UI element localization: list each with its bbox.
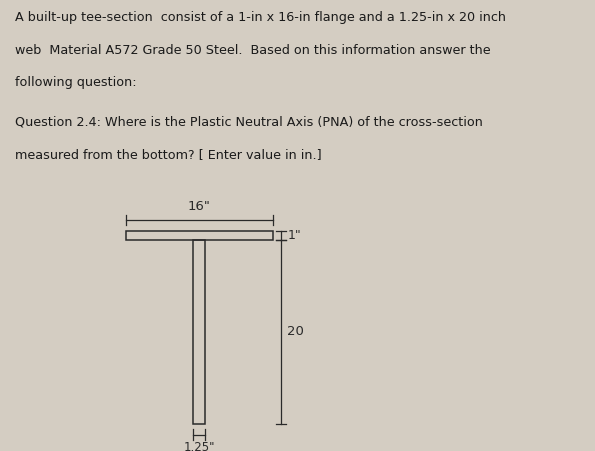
- Text: A built-up tee-section  consist of a 1-in x 16-in flange and a 1.25-in x 20 inch: A built-up tee-section consist of a 1-in…: [15, 11, 506, 24]
- Text: 1.25": 1.25": [183, 442, 215, 451]
- Text: 20: 20: [287, 325, 304, 338]
- Text: Question 2.4: Where is the Plastic Neutral Axis (PNA) of the cross-section: Question 2.4: Where is the Plastic Neutr…: [15, 115, 483, 128]
- Bar: [193, 240, 205, 423]
- Bar: [126, 230, 273, 240]
- Text: following question:: following question:: [15, 76, 136, 89]
- Text: web  Material A572 Grade 50 Steel.  Based on this information answer the: web Material A572 Grade 50 Steel. Based …: [15, 44, 490, 57]
- Text: 16": 16": [187, 200, 211, 213]
- Text: 1": 1": [287, 229, 301, 242]
- Text: measured from the bottom? [ Enter value in in.]: measured from the bottom? [ Enter value …: [15, 147, 321, 161]
